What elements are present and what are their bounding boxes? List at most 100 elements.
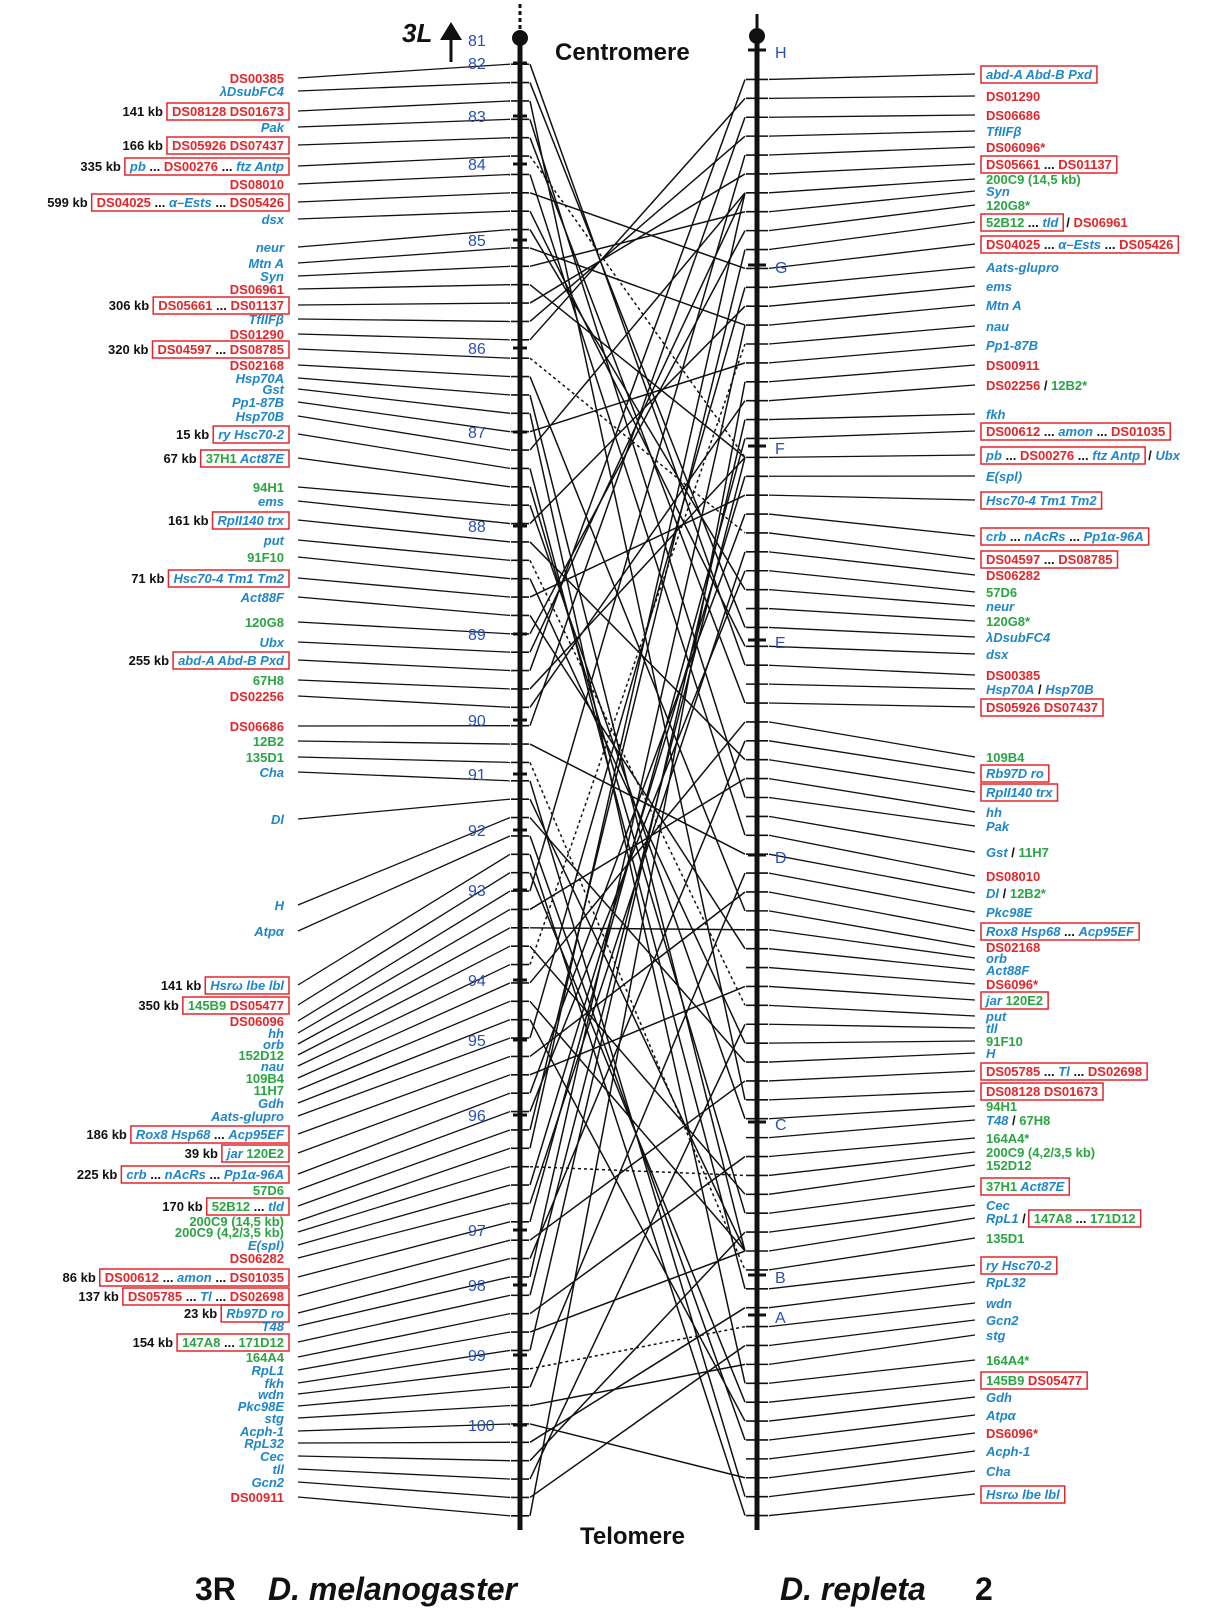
label-segment: T48 bbox=[262, 1319, 285, 1334]
left-label-11h7: 11H7 bbox=[254, 1083, 284, 1098]
left-label-connector bbox=[297, 816, 511, 906]
svg-text:DS06961: DS06961 bbox=[230, 282, 284, 297]
label-segment: ... bbox=[212, 298, 230, 313]
right-label-rpl32: RpL32 bbox=[986, 1275, 1027, 1290]
svg-text:Gst / 11H7: Gst / 11H7 bbox=[986, 845, 1049, 860]
right-label-put: put bbox=[985, 1009, 1007, 1024]
label-segment: Hsrω lbe lbl bbox=[210, 978, 284, 993]
svg-text:ems: ems bbox=[986, 279, 1012, 294]
label-segment: DS00911 bbox=[231, 1490, 285, 1505]
svg-text:DS00385: DS00385 bbox=[230, 71, 284, 86]
label-segment: ry Hsc70-2 bbox=[218, 427, 285, 442]
label-segment: 57D6 bbox=[253, 1183, 284, 1198]
gene-cluster-box bbox=[152, 296, 290, 315]
left-label-135d1: 135D1 bbox=[246, 750, 284, 765]
label-segment: DS06096* bbox=[986, 140, 1046, 155]
label-segment: Acp95EF bbox=[227, 1127, 285, 1142]
label-segment: E(spl) bbox=[986, 469, 1022, 484]
svg-text:DS04597 ... DS08785: DS04597 ... DS08785 bbox=[158, 342, 285, 357]
homology-line bbox=[529, 192, 746, 270]
svg-text:Atpα: Atpα bbox=[985, 1408, 1017, 1423]
left-label-rpl1: RpL1 bbox=[252, 1363, 285, 1378]
right-label-rb97d-ro: Rb97D ro bbox=[980, 764, 1050, 783]
cluster-size: 186 kb bbox=[86, 1127, 127, 1142]
svg-text:52B12 ... tld: 52B12 ... tld bbox=[212, 1199, 285, 1214]
label-segment: Aats-glupro bbox=[210, 1109, 284, 1124]
svg-text:TfIIFβ: TfIIFβ bbox=[986, 124, 1022, 139]
svg-text:DS02168: DS02168 bbox=[230, 358, 284, 373]
svg-text:Pak: Pak bbox=[261, 120, 285, 135]
left-division-96: 96 bbox=[468, 1108, 486, 1125]
right-label-109b4: 109B4 bbox=[986, 750, 1025, 765]
right-label-ds6096: DS6096* bbox=[986, 977, 1039, 992]
right-label-hsp70a-hsp70b: Hsp70A / Hsp70B bbox=[986, 682, 1094, 697]
left-label-hh: hh bbox=[268, 1026, 284, 1041]
left-label-connector bbox=[297, 539, 511, 561]
svg-text:DS06686: DS06686 bbox=[230, 719, 284, 734]
right-label-connector bbox=[768, 190, 976, 213]
gene-cluster-box bbox=[980, 1485, 1066, 1504]
svg-text:DS08128 DS01673: DS08128 DS01673 bbox=[172, 104, 284, 119]
left-label-ds02168: DS02168 bbox=[230, 358, 284, 373]
svg-text:94H1: 94H1 bbox=[986, 1099, 1017, 1114]
label-segment: DS00276 bbox=[164, 159, 218, 174]
label-segment: 164A4 bbox=[246, 1350, 285, 1365]
homology-line bbox=[529, 155, 746, 458]
label-segment: stg bbox=[986, 1328, 1006, 1343]
label-segment: DS08785 bbox=[1058, 552, 1112, 567]
svg-text:λDsubFC4: λDsubFC4 bbox=[219, 84, 285, 99]
svg-text:DS00911: DS00911 bbox=[986, 358, 1040, 373]
label-segment: DS00385 bbox=[986, 668, 1040, 683]
right-label-connector bbox=[768, 777, 976, 813]
label-segment: nau bbox=[986, 319, 1009, 334]
label-segment: ... bbox=[1040, 552, 1058, 567]
left-label-109b4: 109B4 bbox=[246, 1071, 285, 1086]
homology-line bbox=[529, 287, 746, 1039]
svg-text:dsx: dsx bbox=[986, 647, 1009, 662]
svg-text:DS00612 ... amon ... DS01035: DS00612 ... amon ... DS01035 bbox=[105, 1270, 284, 1285]
left-label-mtn-a: Mtn A bbox=[248, 256, 284, 271]
right-label-ds05661-ds01137: DS05661 ... DS01137 bbox=[980, 155, 1118, 174]
right-label-connector bbox=[768, 1004, 976, 1017]
gene-cluster-box bbox=[120, 1165, 290, 1184]
svg-text:Gcn2: Gcn2 bbox=[986, 1313, 1019, 1328]
label-segment: abd-A Abd-B Pxd bbox=[178, 653, 285, 668]
svg-text:Syn: Syn bbox=[260, 269, 284, 284]
cluster-size: 170 kb bbox=[162, 1199, 203, 1214]
svg-text:37H1 Act87E: 37H1 Act87E bbox=[986, 1179, 1065, 1194]
gene-cluster-box bbox=[212, 425, 290, 444]
gene-cluster-box bbox=[980, 491, 1103, 510]
left-label-52b12-tld: 52B12 ... tld 170 kb bbox=[162, 1197, 290, 1216]
right-label-connector bbox=[768, 266, 976, 288]
left-label-aats-glupro: Aats-glupro bbox=[210, 1109, 284, 1124]
right-label-37h1-act87e: 37H1 Act87E bbox=[980, 1177, 1071, 1196]
label-segment: Pkc98E bbox=[986, 905, 1033, 920]
right-label-ds08128-ds01673: DS08128 DS01673 bbox=[980, 1082, 1104, 1101]
gene-cluster-box bbox=[980, 527, 1150, 546]
svg-text:abd-A Abd-B Pxd: abd-A Abd-B Pxd bbox=[986, 67, 1093, 82]
label-segment: 164A4* bbox=[986, 1353, 1030, 1368]
left-label-ds00612-amon-ds01035: DS00612 ... amon ... DS01035 86 kb bbox=[63, 1268, 290, 1287]
right-label-connector bbox=[768, 384, 976, 402]
left-label-gst: Gst bbox=[262, 382, 284, 397]
label-segment: λDsubFC4 bbox=[985, 630, 1051, 645]
right-label-t48-67h8: T48 / 67H8 bbox=[986, 1113, 1050, 1128]
right-label-connector bbox=[768, 853, 976, 894]
left-division-87: 87 bbox=[468, 425, 486, 442]
left-label-neur: neur bbox=[256, 240, 285, 255]
homology-line bbox=[529, 82, 746, 628]
homology-line bbox=[529, 1000, 746, 1252]
label-segment: T48 bbox=[986, 1113, 1009, 1128]
label-segment: Act88F bbox=[240, 590, 285, 605]
right-label-tll: tll bbox=[986, 1021, 998, 1036]
left-label-jar-120e2: jar 120E2 39 kb bbox=[185, 1144, 290, 1163]
label-segment: DS06961 bbox=[230, 282, 284, 297]
right-label-connector bbox=[768, 702, 976, 708]
left-label-fkh: fkh bbox=[265, 1376, 285, 1391]
right-label-connector bbox=[768, 570, 976, 593]
left-label-stg: stg bbox=[265, 1411, 285, 1426]
right-label-connector bbox=[768, 1023, 976, 1029]
gene-cluster-box bbox=[221, 1144, 290, 1163]
homology-line bbox=[529, 1250, 746, 1333]
